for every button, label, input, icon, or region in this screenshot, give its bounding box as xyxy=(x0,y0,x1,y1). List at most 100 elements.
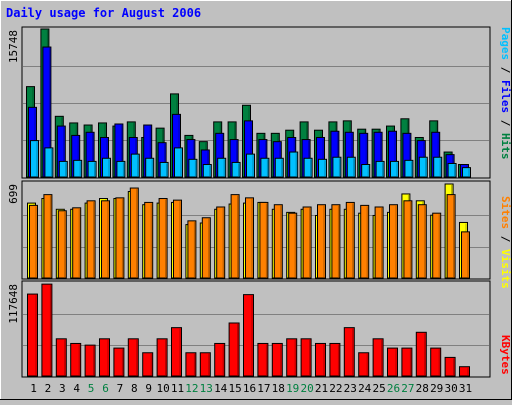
sites-bar-day-26 xyxy=(389,204,398,279)
pages-bar-day-19 xyxy=(289,151,299,178)
sites-bar-day-12 xyxy=(187,220,197,279)
pages-bar-day-26 xyxy=(390,160,399,178)
kbytes-bar-day-11 xyxy=(171,327,182,377)
y-axis-title-sep: / xyxy=(499,229,512,249)
pages-bar-day-6 xyxy=(102,157,111,178)
sites-bar-day-3 xyxy=(57,210,67,279)
x-tick-label-day-5: 5 xyxy=(88,382,95,395)
sites-bar-day-20 xyxy=(302,206,312,279)
pages-bar-day-16 xyxy=(246,153,255,178)
pages-bar-day-31 xyxy=(462,167,471,178)
pages-bar-day-28 xyxy=(418,156,428,178)
pages-bar-day-1 xyxy=(30,140,39,178)
pages-bar-day-23 xyxy=(346,156,356,178)
x-axis-day-labels: 1 2 3 4 5 6 7 8 9 10 11 12 13 14 15 16 17 18 19 20 21 22 23 24 2… xyxy=(30,382,472,395)
x-tick-label-day-8: 8 xyxy=(131,382,138,395)
sites-bar-day-11 xyxy=(173,199,182,279)
kbytes-bar-day-12 xyxy=(185,352,197,377)
x-tick-label-day-9: 9 xyxy=(145,382,152,395)
sites-bar-day-17 xyxy=(259,201,269,279)
sites-bar-day-16 xyxy=(245,197,254,279)
kbytes-bar-day-18 xyxy=(271,342,283,377)
kbytes-bar-day-16 xyxy=(243,294,254,377)
kbytes-bar-day-15 xyxy=(228,322,240,377)
kbytes-bar-day-30 xyxy=(444,356,456,377)
sites-bar-day-23 xyxy=(345,201,355,279)
sites-bar-day-29 xyxy=(432,212,442,279)
pages-bar-day-14 xyxy=(217,157,227,178)
x-tick-label-day-11: 11 xyxy=(171,382,184,395)
sites-bar-day-21 xyxy=(317,204,326,279)
kbytes-bar-day-1 xyxy=(27,293,38,377)
pages-bar-day-10 xyxy=(159,161,169,178)
kbytes-bar-day-19 xyxy=(286,338,298,377)
kbytes-bar-day-31 xyxy=(459,366,470,377)
sites-bar-day-2 xyxy=(43,194,53,279)
kbytes-bar-day-13 xyxy=(199,352,211,377)
kbytes-bar-day-10 xyxy=(156,338,168,377)
x-tick-label-day-26: 26 xyxy=(387,382,400,395)
x-tick-label-day-2: 2 xyxy=(45,382,52,395)
pages-bar-day-12 xyxy=(188,158,198,178)
y-axis-title-sites: Sites xyxy=(499,196,512,229)
sites-bar-day-7 xyxy=(115,197,125,279)
pages-bar-day-5 xyxy=(87,160,97,178)
pages-bar-day-4 xyxy=(73,159,83,178)
y-axis-title-hits: Hits xyxy=(499,133,512,160)
pages-bar-day-2 xyxy=(44,147,54,178)
x-tick-label-day-18: 18 xyxy=(272,382,285,395)
x-tick-label-day-3: 3 xyxy=(59,382,66,395)
sites-bar-day-19 xyxy=(288,212,298,279)
pages-bar-day-11 xyxy=(174,147,183,178)
sites-bar-day-8 xyxy=(129,187,139,279)
kbytes-bar-day-2 xyxy=(41,283,53,377)
y-axis-title: KBytes xyxy=(499,335,512,375)
sites-bar-day-14 xyxy=(216,206,226,279)
x-tick-label-day-24: 24 xyxy=(358,382,372,395)
x-tick-label-day-23: 23 xyxy=(344,382,357,395)
x-tick-label-day-25: 25 xyxy=(372,382,385,395)
x-tick-label-day-12: 12 xyxy=(185,382,198,395)
kbytes-bar-day-6 xyxy=(99,338,110,377)
x-tick-label-day-1: 1 xyxy=(30,382,37,395)
pages-bar-day-3 xyxy=(58,160,68,178)
kbytes-bar-day-8 xyxy=(127,338,139,377)
y-axis-title-sep-2: / xyxy=(499,113,512,133)
sites-bar-day-13 xyxy=(201,217,211,279)
kbytes-bar-day-21 xyxy=(315,342,326,377)
x-tick-label-day-31: 31 xyxy=(459,382,472,395)
sites-bar-day-25 xyxy=(374,206,384,279)
sites-bar-day-9 xyxy=(144,201,154,279)
x-tick-label-day-21: 21 xyxy=(315,382,328,395)
x-tick-label-day-16: 16 xyxy=(243,382,256,395)
sites-bar-day-28 xyxy=(417,204,427,279)
kbytes-bar-day-22 xyxy=(329,342,341,377)
pages-bar-day-25 xyxy=(375,160,385,178)
x-tick-label-day-28: 28 xyxy=(416,382,429,395)
kbytes-bar-day-4 xyxy=(70,342,82,377)
sites-bar-day-27 xyxy=(403,200,413,279)
kbytes-bar-day-25 xyxy=(372,338,384,377)
pages-bar-day-21 xyxy=(318,158,327,178)
sites-bar-day-10 xyxy=(158,198,168,279)
x-tick-label-day-6: 6 xyxy=(102,382,109,395)
sites-bar-day-15 xyxy=(230,194,240,279)
y-axis-title-files: Files xyxy=(499,80,512,113)
sites-bar-day-24 xyxy=(360,204,370,279)
x-tick-label-day-4: 4 xyxy=(73,382,80,395)
y-axis-title-pages: Pages xyxy=(499,27,512,60)
y-axis-title-visits: Visits xyxy=(499,249,512,289)
kbytes-bar-day-9 xyxy=(142,352,154,377)
kbytes-bar-day-23 xyxy=(343,327,355,377)
x-tick-label-day-15: 15 xyxy=(228,382,241,395)
pages-bar-day-22 xyxy=(332,156,342,178)
pages-bar-day-27 xyxy=(404,159,414,178)
pages-bar-day-17 xyxy=(260,157,270,178)
sites-bar-day-4 xyxy=(72,207,82,279)
sites-bar-day-1 xyxy=(29,204,38,279)
pages-bar-day-24 xyxy=(361,164,371,178)
x-tick-label-day-13: 13 xyxy=(200,382,213,395)
kbytes-bar-day-7 xyxy=(113,347,125,377)
pages-bar-day-29 xyxy=(433,156,443,178)
